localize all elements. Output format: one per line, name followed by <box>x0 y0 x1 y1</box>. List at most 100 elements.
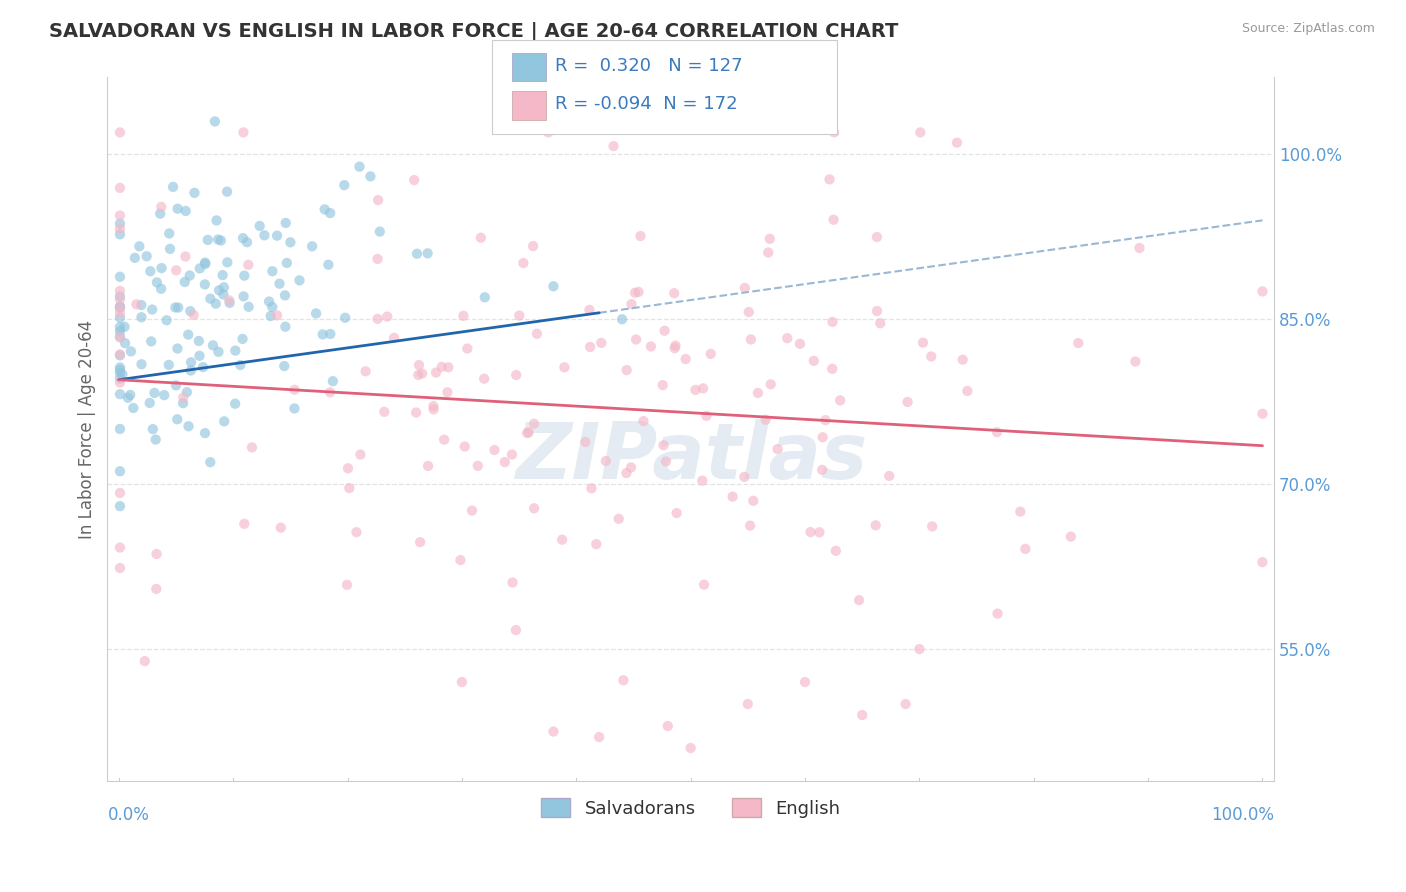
Point <box>1251 285 1274 299</box>
Point <box>830 393 852 408</box>
Point <box>620 297 643 311</box>
Point <box>197 233 219 247</box>
Point <box>108 289 131 303</box>
Point <box>1251 555 1274 569</box>
Point <box>630 229 652 244</box>
Point <box>156 313 179 327</box>
Point <box>823 125 845 139</box>
Point <box>921 519 943 533</box>
Point <box>373 405 395 419</box>
Point <box>273 359 295 373</box>
Point <box>120 344 142 359</box>
Point <box>952 352 974 367</box>
Point <box>1125 354 1147 368</box>
Point <box>472 372 495 386</box>
Point <box>111 368 134 382</box>
Point <box>179 304 201 318</box>
Point <box>177 327 200 342</box>
Point <box>209 234 232 248</box>
Point <box>207 344 229 359</box>
Point <box>208 283 231 297</box>
Point <box>145 547 167 561</box>
Point <box>274 319 297 334</box>
Point <box>803 354 825 368</box>
Point <box>108 125 131 139</box>
Point <box>987 607 1010 621</box>
Point <box>430 359 453 374</box>
Point <box>505 368 527 382</box>
Point <box>755 413 778 427</box>
Point <box>416 246 439 260</box>
Point <box>740 333 762 347</box>
Point <box>188 349 211 363</box>
Point <box>224 343 246 358</box>
Point <box>191 360 214 375</box>
Point <box>204 296 226 310</box>
Point <box>449 553 471 567</box>
Point <box>262 264 284 278</box>
Point <box>1014 541 1036 556</box>
Point <box>218 293 240 308</box>
Point <box>436 385 458 400</box>
Point <box>280 235 302 250</box>
Point <box>108 486 131 500</box>
Point <box>253 228 276 243</box>
Point <box>1060 530 1083 544</box>
Point <box>233 268 256 283</box>
Point <box>651 378 673 392</box>
Point <box>610 312 633 326</box>
Point <box>866 304 889 318</box>
Point <box>633 414 655 428</box>
Point <box>139 264 162 278</box>
Point <box>405 405 427 419</box>
Point <box>305 306 328 320</box>
Point <box>818 172 841 186</box>
Point <box>319 206 342 220</box>
Point <box>167 301 190 315</box>
Point <box>150 261 173 276</box>
Point <box>367 252 389 266</box>
Point <box>108 464 131 478</box>
Point <box>607 512 630 526</box>
Point <box>517 425 540 440</box>
Point <box>176 385 198 400</box>
Point <box>461 503 484 517</box>
Point <box>620 460 643 475</box>
Point <box>437 360 460 375</box>
Point <box>512 256 534 270</box>
Text: 0.0%: 0.0% <box>107 805 149 823</box>
Point <box>266 309 288 323</box>
Point <box>108 376 131 390</box>
Point <box>685 383 707 397</box>
Point <box>215 185 238 199</box>
Point <box>108 209 131 223</box>
Point <box>108 269 131 284</box>
Point <box>433 433 456 447</box>
Point <box>143 385 166 400</box>
Text: ZIPatlas: ZIPatlas <box>515 419 866 495</box>
Point <box>270 521 292 535</box>
Point <box>579 340 602 354</box>
Point <box>108 329 131 343</box>
Point <box>166 202 188 216</box>
Point <box>232 231 254 245</box>
Point <box>211 268 233 282</box>
Point <box>125 297 148 311</box>
Point <box>157 227 180 241</box>
Point <box>821 315 844 329</box>
Point <box>664 338 686 352</box>
Point <box>759 232 782 246</box>
Text: R =  0.320   N = 127: R = 0.320 N = 127 <box>555 57 742 75</box>
Point <box>474 290 496 304</box>
Point <box>229 358 252 372</box>
Point <box>664 286 686 301</box>
Point <box>588 730 610 744</box>
Point <box>212 414 235 428</box>
Point <box>799 525 821 540</box>
Point <box>207 232 229 246</box>
Point <box>194 277 217 292</box>
Point <box>142 422 165 436</box>
Point <box>422 402 444 417</box>
Point <box>108 371 131 385</box>
Point <box>165 263 187 277</box>
